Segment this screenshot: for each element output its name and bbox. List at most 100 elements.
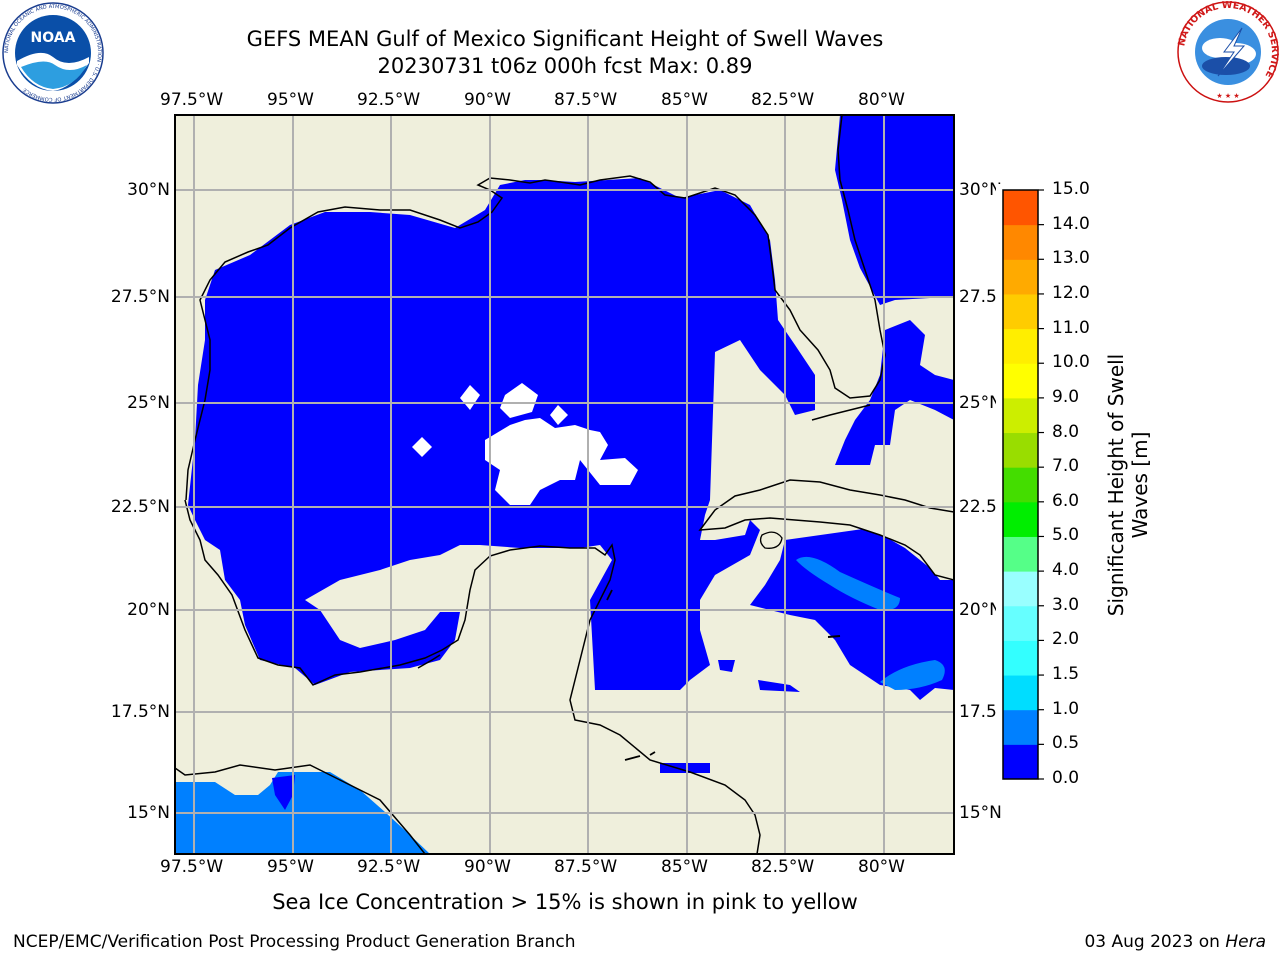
colorbar-swatch	[1003, 709, 1038, 745]
lon-tick-bottom: 97.5°W	[160, 857, 224, 877]
colorbar-tick-label: 8.0	[1052, 421, 1080, 442]
lon-tick-top: 95°W	[267, 90, 314, 110]
lon-tick-top: 80°W	[858, 90, 905, 110]
lon-tick-bottom: 87.5°W	[554, 857, 618, 877]
lon-tick-top: 92.5°W	[357, 90, 421, 110]
map-grid	[175, 115, 954, 854]
colorbar-swatch	[1003, 328, 1038, 364]
lat-tick-left: 20°N	[127, 600, 170, 620]
lat-tick-left: 15°N	[127, 803, 170, 823]
colorbar-label-line-2: Waves [m]	[1128, 431, 1152, 539]
colorbar-tick-label: 0.5	[1052, 733, 1080, 754]
swell-region-bahamas	[835, 320, 954, 465]
colorbar-tick-label: 14.0	[1052, 213, 1090, 234]
swell-gap-dot-2	[500, 383, 538, 418]
lat-tick-left: 27.5°N	[110, 287, 170, 307]
swell-gap-dot-3	[550, 405, 568, 425]
colorbar-tick-label: 4.0	[1052, 560, 1080, 581]
colorbar-frame	[1002, 189, 1039, 780]
colorbar	[996, 184, 1096, 788]
lon-tick-bottom: 92.5°W	[357, 857, 421, 877]
lon-tick-top: 97.5°W	[160, 90, 224, 110]
swell-region-honduras-coast	[660, 763, 710, 773]
colorbar-tick-label: 12.0	[1052, 282, 1090, 303]
lat-tick-left: 25°N	[127, 393, 170, 413]
coastline-laguna	[417, 654, 441, 669]
swell-region-caribbean	[750, 528, 954, 700]
swell-patch-cayman-2	[880, 660, 945, 690]
swell-region-pacific-inner	[272, 775, 295, 810]
colorbar-tick-label: 11.0	[1052, 317, 1090, 338]
lon-tick-bottom: 95°W	[267, 857, 314, 877]
colorbar-swatch	[1003, 363, 1038, 399]
colorbar-tick-label: 2.0	[1052, 629, 1080, 650]
lat-tick-right: 30°N	[959, 180, 1002, 200]
lon-tick-top: 90°W	[464, 90, 511, 110]
colorbar-swatch	[1003, 571, 1038, 607]
colorbar-swatch	[1003, 501, 1038, 537]
colorbar-tick-label: 3.0	[1052, 594, 1080, 615]
footer-date-text: 03 Aug 2023 on	[1084, 932, 1226, 952]
swell-region-yucatan-channel	[668, 662, 685, 680]
swell-patch-cayman-1	[796, 556, 900, 611]
footer-date: 03 Aug 2023 on Hera	[1084, 932, 1266, 952]
noaa-logo: NATIONAL OCEANIC AND ATMOSPHERIC ADMINIS…	[2, 2, 104, 104]
lon-tick-bottom: 80°W	[858, 857, 905, 877]
sea-ice-note: Sea Ice Concentration > 15% is shown in …	[272, 890, 858, 914]
colorbar-tick-label: 13.0	[1052, 248, 1090, 269]
swell-region-atlantic	[835, 115, 954, 305]
lat-tick-right: 25°N	[959, 393, 1002, 413]
lat-tick-left: 22.5°N	[110, 497, 170, 517]
colorbar-tick-label: 5.0	[1052, 525, 1080, 546]
swell-gap-central-gulf	[485, 418, 638, 505]
colorbar-swatch	[1003, 293, 1038, 330]
colorbar-tick-label: 10.0	[1052, 352, 1090, 373]
lon-tick-bottom: 85°W	[661, 857, 708, 877]
swell-gap-dot-4	[412, 437, 432, 457]
colorbar-swatch	[1003, 744, 1038, 780]
swell-region-caribbean-west	[718, 660, 735, 672]
title-line-1: GEFS MEAN Gulf of Mexico Significant Hei…	[246, 27, 884, 51]
footer-branch: NCEP/EMC/Verification Post Processing Pr…	[13, 932, 576, 952]
lon-tick-bottom: 82.5°W	[751, 857, 815, 877]
swell-region-caribbean-strip	[758, 680, 800, 692]
coastline-bay-islands	[624, 751, 656, 761]
colorbar-tick-label: 1.5	[1052, 664, 1080, 685]
colorbar-tick-label: 6.0	[1052, 490, 1080, 511]
coastline-cayman	[827, 635, 841, 638]
colorbar-swatch	[1003, 640, 1038, 676]
colorbar-tick-label: 7.0	[1052, 456, 1080, 477]
colorbar-swatch	[1003, 397, 1038, 434]
colorbar-tick-label: 15.0	[1052, 179, 1090, 199]
nws-logo-stars: ★ ★ ★	[1216, 92, 1239, 100]
lat-tick-right: 20°N	[959, 600, 1002, 620]
colorbar-swatch	[1003, 190, 1038, 226]
footer-host: Hera	[1225, 932, 1266, 952]
title-line-2: 20230731 t06z 000h fcst Max: 0.89	[377, 54, 753, 78]
colorbar-swatch	[1003, 224, 1038, 260]
lat-tick-left: 30°N	[127, 180, 170, 200]
colorbar-tick-label: 9.0	[1052, 386, 1080, 407]
lon-tick-bottom: 90°W	[464, 857, 511, 877]
colorbar-tick-label: 0.0	[1052, 768, 1080, 788]
colorbar-swatch	[1003, 536, 1038, 572]
map-frame	[174, 114, 955, 855]
colorbar-swatch	[1003, 605, 1038, 641]
coastline-cuba	[698, 479, 954, 581]
colorbar-swatch	[1003, 675, 1038, 711]
lon-tick-top: 85°W	[661, 90, 708, 110]
colorbar-label-line-1: Significant Height of Swell	[1104, 353, 1128, 617]
coastline-florida-keys	[811, 404, 871, 421]
colorbar-swatch	[1003, 259, 1038, 295]
lon-tick-top: 87.5°W	[554, 90, 618, 110]
colorbar-swatch	[1003, 467, 1038, 503]
coastline-isla-juventud	[759, 531, 783, 549]
lat-tick-left: 17.5°N	[110, 702, 170, 722]
lon-tick-top: 82.5°W	[751, 90, 815, 110]
colorbar-swatch	[1003, 432, 1038, 468]
coastline-cozumel	[606, 589, 613, 601]
nws-logo: NATIONAL WEATHER SERVICE ★ ★ ★	[1176, 0, 1280, 103]
lat-tick-right: 15°N	[959, 803, 1002, 823]
